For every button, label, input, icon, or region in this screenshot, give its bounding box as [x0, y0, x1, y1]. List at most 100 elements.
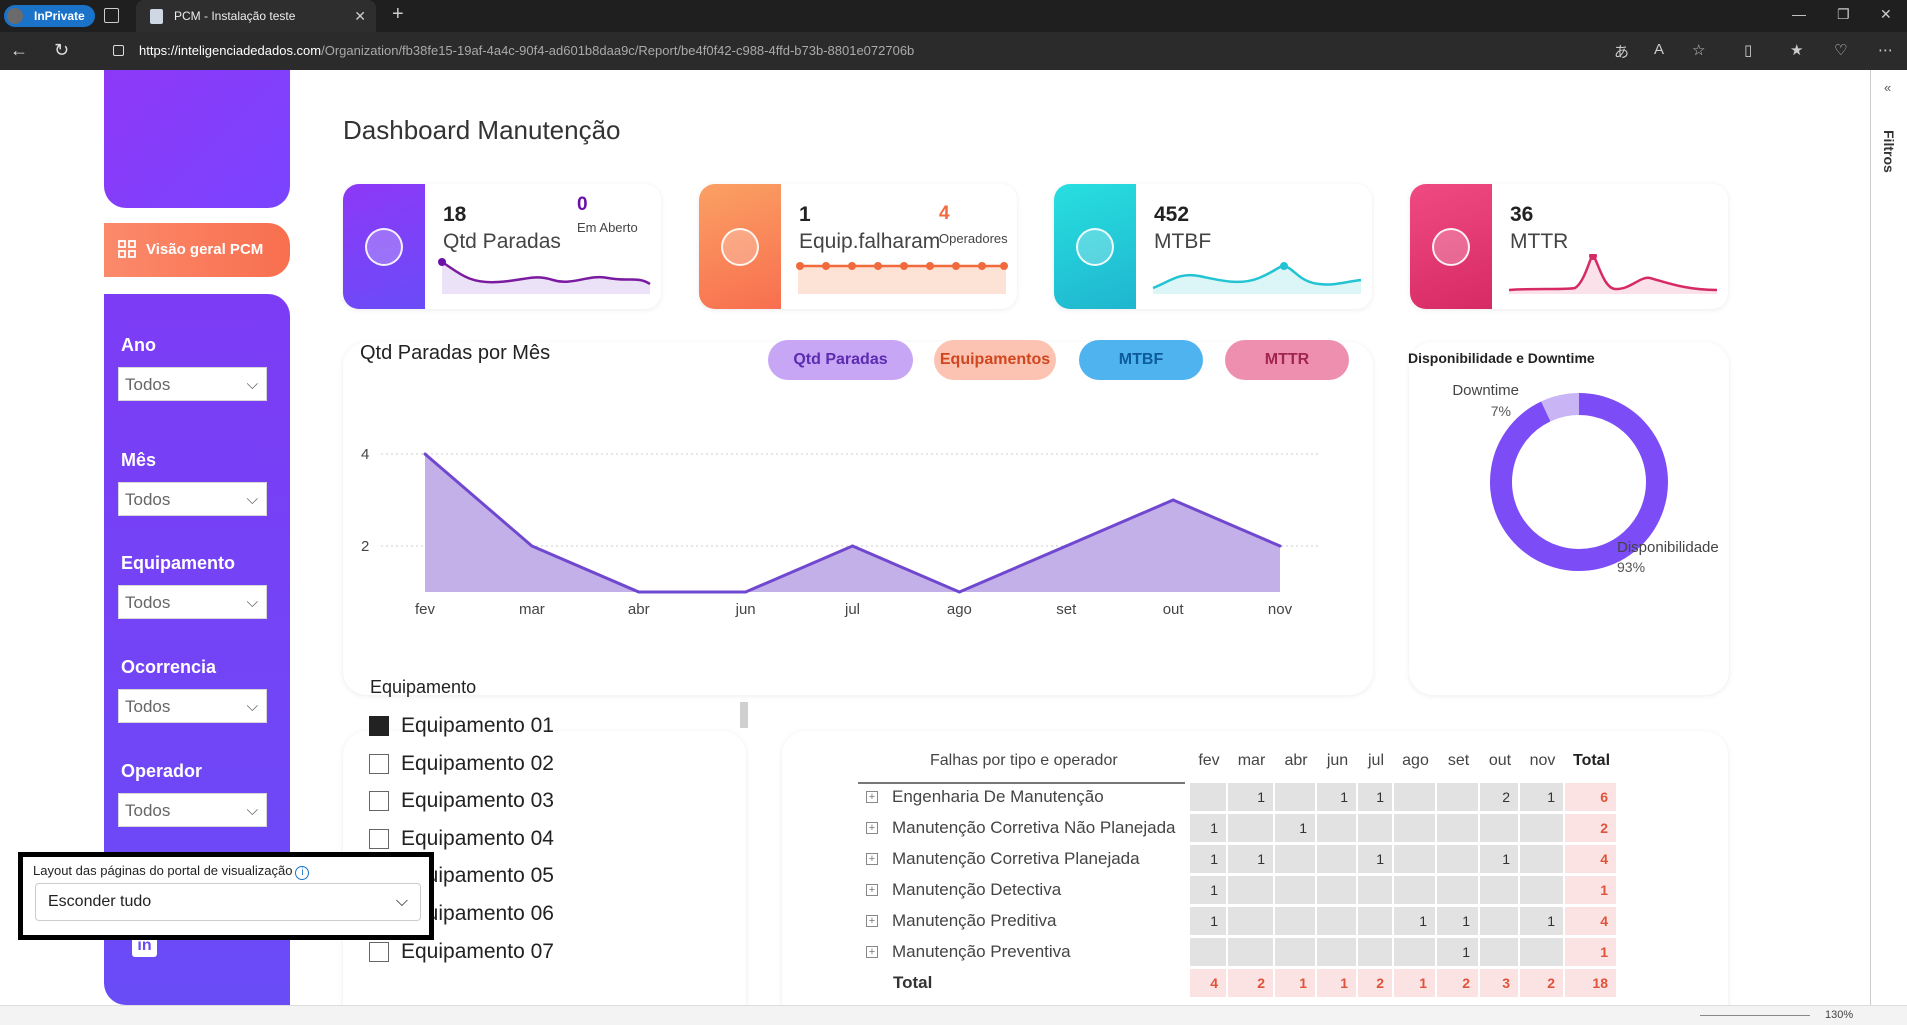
zoom-slider[interactable] [1700, 1015, 1810, 1016]
area-chart-title: Qtd Paradas por Mês [360, 342, 551, 364]
slicer-dropdown-mes[interactable]: Todos ⌵ [118, 482, 267, 516]
filter-pane[interactable]: « Filtros [1870, 70, 1907, 1005]
text-size-icon[interactable]: A [1654, 41, 1665, 58]
equipment-option-label: Equipamento 07 [401, 939, 554, 963]
collapse-chevron-icon[interactable]: « [1884, 80, 1892, 95]
kpi-band [1410, 184, 1492, 309]
matrix-cell: 1 [1358, 845, 1392, 873]
donut-chart-title: Disponibilidade e Downtime [1408, 350, 1595, 366]
equipment-scrollbar[interactable] [740, 702, 748, 728]
favorite-star-icon[interactable]: ☆ [1692, 42, 1706, 59]
chart-button-equipamentos[interactable]: Equipamentos [934, 340, 1056, 380]
close-tab-icon[interactable]: ✕ [354, 8, 366, 24]
slicer-dropdown-operador[interactable]: Todos ⌵ [118, 793, 267, 827]
matrix-cell [1437, 876, 1478, 904]
equipment-option[interactable]: Equipamento 04 [369, 824, 554, 854]
tab-actions-icon[interactable] [104, 8, 119, 23]
expand-row-icon[interactable]: + [866, 946, 878, 958]
url-field[interactable]: https://inteligenciadedados.com/Organiza… [105, 38, 1625, 64]
expand-row-icon[interactable]: + [866, 822, 878, 834]
linkedin-icon[interactable]: in [132, 935, 157, 957]
matrix-cell [1317, 814, 1356, 842]
lock-icon [113, 45, 124, 56]
favorites-icon[interactable]: ★ [1790, 42, 1804, 59]
read-aloud-icon[interactable]: あ [1614, 44, 1630, 61]
kpi-sub-value: 0 [577, 194, 588, 215]
matrix-total-cell: 1 [1394, 969, 1435, 997]
kpi-label: MTTR [1510, 230, 1569, 253]
x-tick-label: fev [415, 601, 436, 618]
matrix-total-cell: 4 [1190, 969, 1226, 997]
matrix-cell [1437, 783, 1478, 811]
slicer-dropdown-ano[interactable]: Todos ⌵ [118, 367, 267, 401]
matrix-cell [1394, 938, 1435, 966]
matrix-cell: 1 [1480, 845, 1518, 873]
equipment-option-label: Equipamento 04 [401, 826, 554, 850]
close-window-icon[interactable]: ✕ [1880, 6, 1892, 22]
chevron-down-icon: ⌵ [246, 594, 258, 611]
matrix-cell [1520, 876, 1563, 904]
matrix-cell: 6 [1565, 783, 1616, 811]
matrix-cell [1520, 845, 1563, 873]
refresh-icon[interactable]: ↻ [54, 40, 70, 60]
equipment-option[interactable]: Equipamento 02 [369, 749, 554, 779]
matrix-column-header: fev [1198, 752, 1220, 769]
browser-essentials-icon[interactable]: ♡ [1834, 42, 1848, 59]
slicer-dropdown-equipamento[interactable]: Todos ⌵ [118, 585, 267, 619]
equipment-slicer-title: Equipamento [370, 677, 477, 697]
slicer-label-ocorrencia: Ocorrencia [121, 657, 217, 677]
kpi-band [699, 184, 781, 309]
split-screen-icon[interactable]: ▯ [1744, 42, 1753, 59]
data-point [851, 544, 854, 548]
x-tick-label: jul [844, 601, 860, 618]
zoom-level: 130% [1825, 1009, 1854, 1021]
slicer-dropdown-ocorrencia[interactable]: Todos ⌵ [118, 689, 267, 723]
matrix-row-label: Manutenção Corretiva Planejada [892, 849, 1140, 868]
x-tick-label: set [1056, 601, 1077, 618]
more-menu-icon[interactable]: ⋯ [1878, 42, 1893, 59]
expand-row-icon[interactable]: + [866, 884, 878, 896]
expand-row-icon[interactable]: + [866, 853, 878, 865]
browser-tab[interactable]: PCM - Instalação teste ✕ [136, 0, 376, 32]
matrix-column-header: ago [1402, 752, 1429, 769]
equipment-option-label: Equipamento 02 [401, 751, 554, 775]
visao-geral-button[interactable]: Visão geral PCM [104, 223, 290, 277]
chart-button-mttr[interactable]: MTTR [1225, 340, 1349, 380]
equipment-option[interactable]: Equipamento 07 [369, 937, 554, 967]
equipment-option[interactable]: Equipamento 01 [369, 711, 554, 741]
matrix-cell: 1 [1565, 938, 1616, 966]
matrix-cell [1317, 907, 1356, 935]
donut-slice-disponibilidade [1490, 393, 1668, 571]
matrix-column-header: mar [1237, 752, 1266, 769]
chart-button-mtbf[interactable]: MTBF [1079, 340, 1203, 380]
matrix-column-header: out [1488, 752, 1512, 769]
checkbox-icon [369, 828, 389, 849]
matrix-cell: 1 [1437, 938, 1478, 966]
matrix-cell: 1 [1190, 845, 1226, 873]
slicer-label-operador: Operador [121, 761, 203, 781]
new-tab-icon[interactable]: + [392, 3, 404, 25]
matrix-column-header: Total [1572, 752, 1611, 769]
expand-row-icon[interactable]: + [866, 915, 878, 927]
equipment-option-label: Equipamento 06 [401, 902, 554, 925]
back-icon[interactable]: ← [10, 40, 28, 60]
matrix-cell [1275, 876, 1315, 904]
kpi-sub-label: Operadores [939, 231, 1008, 246]
matrix-row-label: Manutenção Corretiva Não Planejada [892, 818, 1176, 837]
layout-popup: Layout das páginas do portal de visualiz… [18, 852, 434, 940]
info-icon[interactable]: i [295, 866, 310, 880]
kpi-band [343, 184, 425, 309]
matrix-total-cell: 1 [1275, 969, 1315, 997]
slicer-label-ano: Ano [121, 335, 156, 355]
thumbs-down-icon [365, 228, 403, 266]
chevron-down-icon: ⌵ [395, 893, 408, 910]
minimize-icon[interactable]: — [1792, 6, 1806, 22]
restore-icon[interactable]: ❐ [1837, 6, 1850, 22]
checkbox-icon [369, 941, 389, 962]
chart-button-qtd-paradas[interactable]: Qtd Paradas [768, 340, 913, 380]
data-point [530, 544, 534, 548]
expand-row-icon[interactable]: + [866, 791, 878, 803]
layout-select[interactable]: Esconder tudo ⌵ [35, 883, 421, 921]
inprivate-badge[interactable]: InPrivate [4, 5, 95, 27]
equipment-option[interactable]: Equipamento 03 [369, 786, 554, 816]
